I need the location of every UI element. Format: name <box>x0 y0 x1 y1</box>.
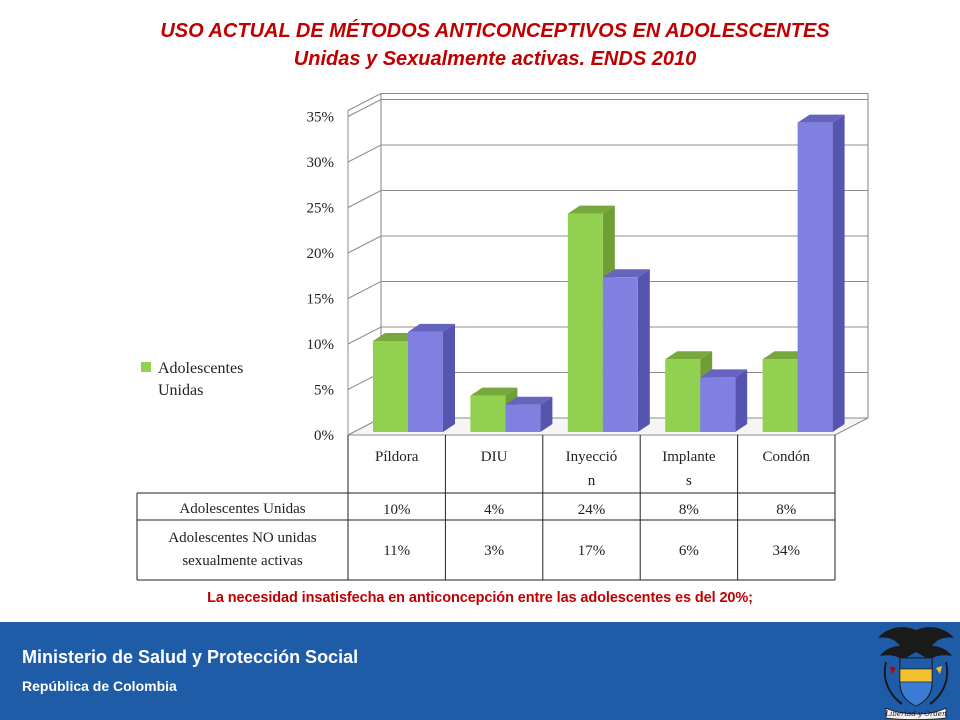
x-category-label: n <box>588 473 596 489</box>
bar <box>762 359 798 432</box>
x-category-label: s <box>686 473 692 489</box>
table-series-name: Adolescentes NO unidas <box>168 530 316 546</box>
table-value: 4% <box>484 502 504 518</box>
bar-side <box>637 269 650 432</box>
table-value: 34% <box>773 543 801 559</box>
gridline <box>347 281 868 299</box>
table-value: 11% <box>383 543 410 559</box>
bar-side <box>735 369 748 432</box>
footer-bar: Ministerio de Salud y Protección Social … <box>0 622 960 720</box>
gridline <box>347 93 868 111</box>
legend-label: Adolescentes <box>158 360 243 377</box>
bar <box>505 404 541 432</box>
bar <box>700 377 736 432</box>
x-category-label: Implante <box>662 449 716 465</box>
seal-motto: Libertad y Orden <box>885 710 947 718</box>
table-value: 24% <box>578 502 606 518</box>
x-category-label: Píldora <box>375 449 419 465</box>
gridline <box>347 144 868 163</box>
gridline <box>347 326 868 345</box>
colombia-coat-of-arms-icon: Libertad y Orden <box>878 627 954 720</box>
footnote: La necesidad insatisfecha en anticoncepc… <box>207 590 753 606</box>
bar-top <box>797 114 845 123</box>
bar-top <box>602 269 650 278</box>
gridline <box>347 235 868 254</box>
republic-name: República de Colombia <box>22 678 177 694</box>
bar-top <box>567 205 615 214</box>
x-category-label: DIU <box>481 449 508 465</box>
y-tick-label: 5% <box>314 383 334 399</box>
y-tick-label: 35% <box>307 110 335 126</box>
y-tick-label: 25% <box>307 201 335 217</box>
table-value: 8% <box>776 502 796 518</box>
table-value: 6% <box>679 543 699 559</box>
x-category-label: Condón <box>763 449 811 465</box>
table-series-name: Adolescentes Unidas <box>179 501 305 517</box>
bar <box>797 122 833 432</box>
bar <box>408 331 443 432</box>
bar <box>665 359 701 432</box>
table-value: 8% <box>679 502 699 518</box>
y-tick-label: 20% <box>307 246 335 262</box>
bar-side <box>443 323 455 432</box>
gridline <box>347 99 868 117</box>
y-tick-label: 10% <box>307 337 335 353</box>
gridline <box>347 190 868 208</box>
table-series-name: sexualmente activas <box>182 553 303 569</box>
chart-title-line2: Unidas y Sexualmente activas. ENDS 2010 <box>293 48 697 70</box>
bar-side <box>540 396 553 432</box>
bar <box>602 277 638 432</box>
y-tick-label: 0% <box>314 428 334 444</box>
y-tick-label: 15% <box>307 292 335 308</box>
bar-chart: 0% 5% 10% 15% 20% 25% 30% 35% Adolescentes Unidas… <box>136 93 869 581</box>
y-tick-label: 30% <box>307 155 335 171</box>
x-category-label: Inyecció <box>566 449 618 465</box>
bar-top <box>700 369 748 378</box>
table-value: 3% <box>484 543 504 559</box>
bar-side <box>832 114 845 432</box>
ministry-name: Ministerio de Salud y Protección Social <box>22 647 359 667</box>
bar-top <box>665 351 713 360</box>
bar <box>470 395 506 432</box>
table-value: 10% <box>383 502 411 518</box>
legend-label: Unidas <box>158 382 203 399</box>
bar-top <box>505 396 553 405</box>
legend-swatch <box>141 362 151 372</box>
table-value: 17% <box>578 543 606 559</box>
bar-top <box>408 323 455 332</box>
chart-title-line1: USO ACTUAL DE MÉTODOS ANTICONCEPTIVOS EN… <box>160 20 830 42</box>
bar <box>373 341 408 432</box>
bar <box>567 213 603 432</box>
bar-top <box>470 387 518 396</box>
